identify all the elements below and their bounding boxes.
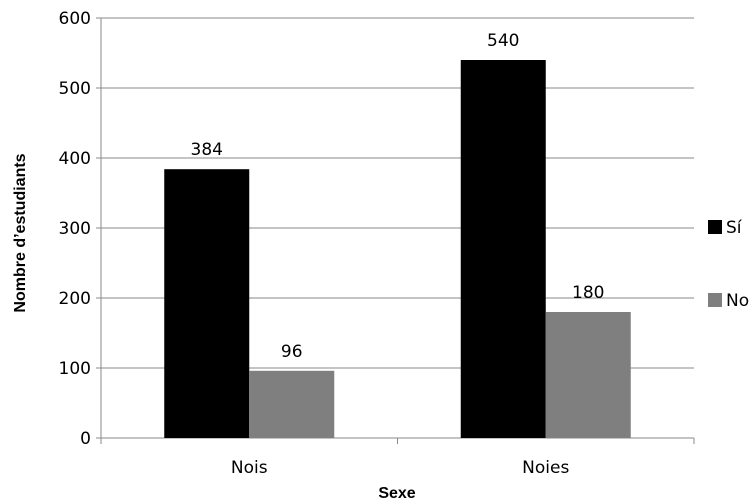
x-axis-title: Sexe	[378, 485, 415, 502]
y-tick-labels: 0 100 200 300 400 500 600	[59, 9, 91, 449]
legend-swatch	[708, 220, 722, 234]
y-tick-label: 500	[59, 79, 91, 99]
data-labels: 384 96 540 180	[191, 31, 605, 362]
y-tick-label: 600	[59, 9, 91, 29]
data-label: 540	[487, 31, 519, 51]
bar-si-noies	[460, 60, 546, 438]
bar-si-nois	[164, 169, 250, 438]
x-tick-label: Nois	[231, 458, 268, 478]
x-tick-labels: Nois Noies	[231, 458, 570, 478]
x-tick-label: Noies	[522, 458, 569, 478]
bars	[164, 60, 631, 438]
legend: Sí No	[708, 218, 749, 311]
y-tick-label: 100	[59, 359, 91, 379]
legend-label: Sí	[726, 218, 743, 238]
data-label: 180	[572, 283, 604, 303]
data-label: 384	[191, 140, 223, 160]
legend-swatch	[708, 293, 722, 307]
y-tick-label: 0	[80, 429, 91, 449]
data-label: 96	[281, 342, 303, 362]
y-axis-title: Nombre d’estudiants	[12, 153, 29, 312]
bar-no-noies	[545, 312, 631, 438]
bar-no-nois	[249, 370, 335, 438]
legend-label: No	[726, 291, 749, 311]
y-tick-label: 400	[59, 149, 91, 169]
y-tick-label: 300	[59, 219, 91, 239]
y-tick-label: 200	[59, 289, 91, 309]
